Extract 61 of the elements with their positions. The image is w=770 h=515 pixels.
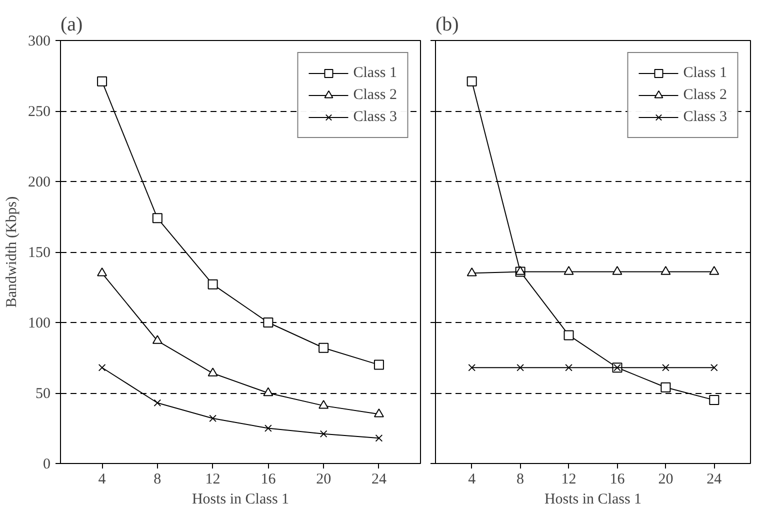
point — [152, 335, 162, 344]
x-tick-label: 4 — [468, 472, 476, 488]
x-tick-label: 4 — [98, 472, 106, 488]
legend-label: Class 1 — [353, 64, 397, 82]
x-axis-title: Hosts in Class 1 — [544, 492, 642, 508]
point — [264, 424, 272, 432]
point — [374, 408, 384, 418]
point — [263, 387, 274, 396]
x-tick-label: 16 — [260, 472, 276, 488]
point — [709, 266, 720, 275]
x-tick-label: 16 — [610, 472, 626, 488]
point — [709, 395, 720, 406]
point — [97, 267, 108, 276]
point — [612, 266, 622, 275]
point — [564, 266, 574, 275]
legend-label: Class 2 — [353, 86, 397, 104]
point — [152, 213, 162, 224]
y-tick-label: 300 — [28, 34, 50, 50]
point — [468, 364, 476, 372]
point — [660, 266, 671, 275]
y-tick-label: 250 — [28, 104, 50, 120]
point — [97, 76, 108, 86]
point — [374, 360, 384, 370]
point — [318, 400, 329, 409]
point — [318, 342, 329, 353]
x-axis-title: Hosts in Class 1 — [192, 492, 290, 508]
point — [662, 364, 670, 372]
y-tick-label: 50 — [36, 386, 50, 402]
x-tick-label: 20 — [658, 472, 674, 488]
point — [565, 364, 572, 372]
x-tick-label: 12 — [561, 472, 576, 488]
point — [375, 434, 383, 442]
point — [466, 267, 477, 276]
point — [209, 414, 216, 422]
x-tick-label: 24 — [706, 472, 722, 488]
point — [564, 330, 574, 340]
point — [320, 430, 328, 438]
legend-label: Class 3 — [353, 108, 397, 126]
point — [263, 318, 274, 328]
point — [516, 364, 524, 372]
y-tick-label: 100 — [28, 316, 50, 332]
x-tick-label: 8 — [516, 472, 524, 488]
point — [98, 364, 106, 372]
y-tick-label: 200 — [28, 174, 50, 190]
y-axis-title: Bandwidth (Kbps) — [4, 196, 20, 308]
x-tick-label: 8 — [154, 472, 162, 488]
x-tick-label: 20 — [316, 472, 332, 488]
point — [208, 368, 218, 376]
x-tick-label: 12 — [205, 472, 220, 488]
legend-label: Class 3 — [683, 108, 727, 126]
chart-title: (a) — [60, 14, 83, 36]
y-tick-label: 0 — [43, 456, 50, 472]
y-tick-label: 150 — [28, 245, 50, 261]
x-tick-label: 24 — [371, 472, 387, 488]
chart-title: (b) — [436, 14, 459, 36]
legend-label: Class 2 — [683, 86, 727, 104]
point — [660, 382, 671, 392]
point — [710, 364, 718, 372]
point — [154, 399, 162, 407]
point — [208, 279, 218, 290]
legend-label: Class 1 — [683, 64, 727, 82]
